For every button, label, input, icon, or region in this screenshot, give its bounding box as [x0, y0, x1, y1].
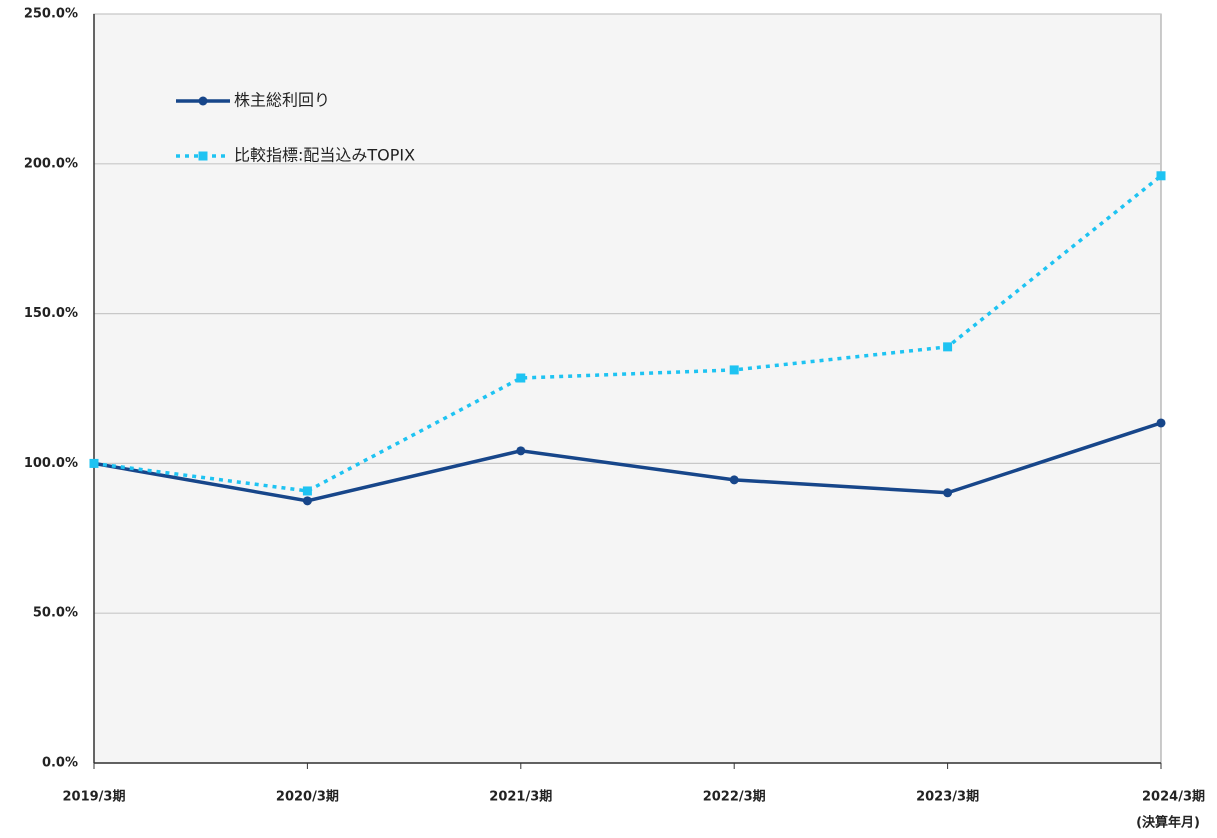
- line: [93, 174, 1163, 493]
- x-tick-label: 2022/3期: [703, 790, 766, 805]
- legend-label: 比較指標:配当込みTOPIX: [234, 146, 415, 165]
- y-tick-label: 0.0%: [42, 756, 78, 771]
- marker: [729, 475, 739, 485]
- marker: [302, 496, 312, 506]
- x-tick-label: 2023/3期: [916, 790, 979, 805]
- plot-area: [93, 13, 1162, 764]
- line: [93, 421, 1162, 503]
- marker: [1156, 418, 1166, 428]
- x-axis-label: (決算年月): [1136, 815, 1200, 831]
- y-tick-label: 150.0%: [24, 306, 78, 321]
- marker: [1156, 171, 1166, 181]
- marker: [516, 373, 526, 383]
- marker: [198, 96, 208, 106]
- y-tick-label: 100.0%: [24, 456, 78, 471]
- y-tick-label: 200.0%: [24, 156, 78, 171]
- marker: [302, 486, 312, 496]
- y-tick-label: 250.0%: [24, 7, 78, 22]
- marker: [516, 446, 526, 456]
- marker: [943, 342, 953, 352]
- y-tick-label: 50.0%: [33, 606, 78, 621]
- legend-label: 株主総利回り: [234, 91, 330, 110]
- x-tick-label: 2020/3期: [276, 790, 339, 805]
- marker: [943, 488, 953, 498]
- marker: [729, 365, 739, 375]
- x-tick-label: 2024/3期: [1142, 790, 1205, 805]
- x-tick-label: 2021/3期: [489, 790, 552, 805]
- x-tick-label: 2019/3期: [63, 790, 126, 805]
- marker: [89, 458, 99, 468]
- marker: [198, 151, 208, 161]
